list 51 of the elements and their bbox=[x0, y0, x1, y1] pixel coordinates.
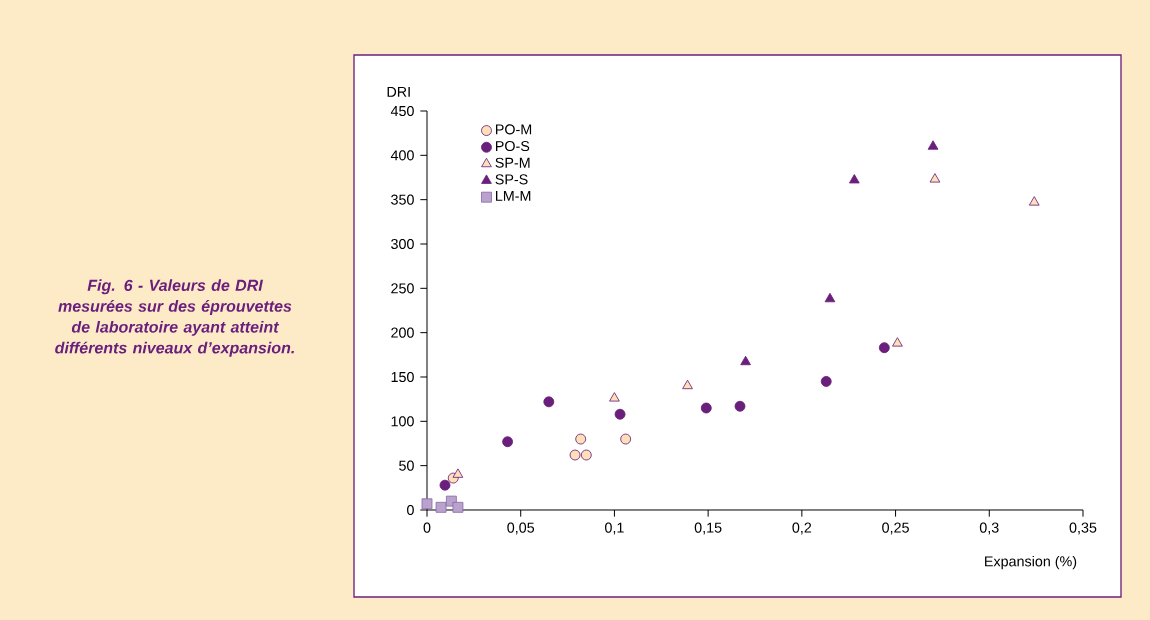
y-tick-label: 400 bbox=[390, 150, 414, 161]
y-axis-title: DRI bbox=[387, 86, 410, 97]
legend-label: SP-S bbox=[495, 174, 528, 185]
y-tick-label: 100 bbox=[391, 416, 414, 427]
y-tick-label: 0 bbox=[407, 504, 414, 516]
y-tick-label: 150 bbox=[391, 371, 414, 383]
point bbox=[609, 392, 620, 402]
point bbox=[1028, 196, 1040, 206]
legend-label: PO-M bbox=[495, 124, 532, 135]
y-tick-label: 300 bbox=[391, 238, 414, 250]
y-tick-label: 200 bbox=[391, 327, 414, 338]
point bbox=[620, 433, 632, 445]
point bbox=[452, 468, 464, 478]
point bbox=[543, 396, 555, 408]
x-tick-label: 0,1 bbox=[605, 522, 624, 535]
y-tick-label: 50 bbox=[399, 460, 414, 471]
point bbox=[569, 449, 581, 461]
point bbox=[502, 436, 514, 448]
legend-label: PO-S bbox=[495, 140, 530, 152]
legend-label: LM-M bbox=[495, 191, 531, 201]
point bbox=[682, 379, 693, 390]
x-tick-label: 0,25 bbox=[882, 522, 909, 535]
x-tick-label: 0,3 bbox=[979, 522, 999, 535]
x-tick-label: 0,2 bbox=[792, 522, 812, 535]
x-tick-label: 0,35 bbox=[1069, 522, 1097, 535]
point bbox=[824, 292, 836, 303]
point bbox=[740, 355, 751, 366]
point bbox=[452, 501, 464, 513]
point bbox=[929, 173, 941, 183]
point bbox=[849, 174, 860, 184]
point bbox=[927, 140, 939, 150]
y-tick-label: 250 bbox=[391, 283, 414, 294]
point bbox=[575, 433, 587, 445]
point bbox=[820, 376, 832, 387]
point bbox=[435, 501, 447, 513]
x-axis-title: Expansion (%) bbox=[985, 555, 1077, 570]
x-tick-label: 0,15 bbox=[694, 522, 722, 535]
point bbox=[421, 498, 433, 510]
legend-label: SP-M bbox=[495, 157, 530, 168]
x-tick-label: 0 bbox=[423, 522, 431, 533]
point bbox=[580, 449, 592, 461]
point bbox=[892, 337, 903, 347]
point bbox=[614, 408, 626, 420]
point bbox=[878, 342, 890, 354]
point bbox=[700, 402, 712, 414]
point bbox=[734, 400, 746, 412]
text: Fig. 6 - Valeurs de DRI mesurées sur des éprouvettes de laboratoire ayant atteint différents niveaux d’expansion. bbox=[55, 279, 294, 357]
y-tick-label: 350 bbox=[391, 194, 414, 205]
y-tick-label: 450 bbox=[390, 105, 414, 117]
x-tick-label: 0,05 bbox=[507, 522, 535, 535]
point bbox=[439, 479, 451, 491]
